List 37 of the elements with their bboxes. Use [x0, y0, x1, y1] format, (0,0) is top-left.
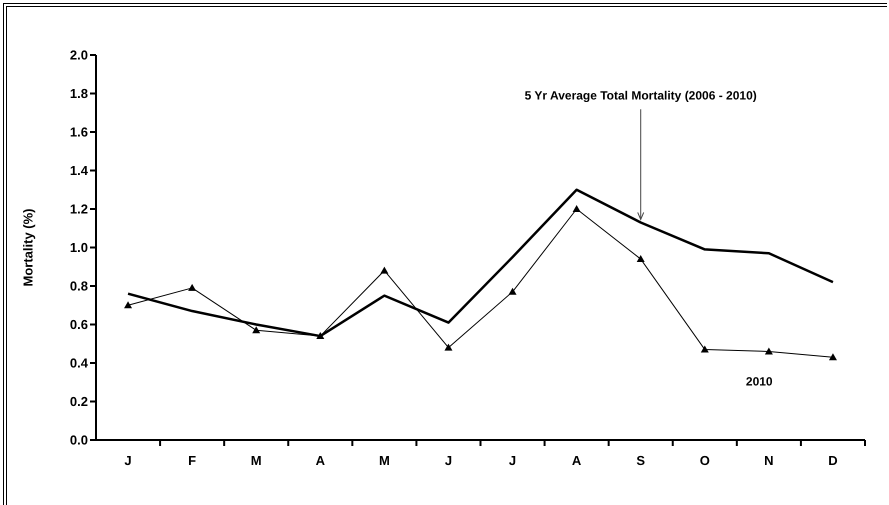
- x-tick-label: S: [636, 453, 646, 468]
- x-tick-label: M: [378, 453, 390, 468]
- point: [508, 288, 517, 295]
- point: [636, 255, 645, 262]
- x-tick-label: M: [250, 453, 262, 468]
- text: 5 Yr Average Total Mortality (2006 - 2010): [524, 88, 757, 102]
- x-tick-label: J: [444, 453, 452, 468]
- y-tick-label: 2.0: [70, 48, 88, 63]
- point: [572, 205, 581, 212]
- y-tick-label: 0.2: [70, 394, 88, 410]
- point: [252, 326, 260, 334]
- x-tick-label: N: [764, 453, 774, 468]
- y-tick-label: 0.4: [70, 356, 89, 371]
- point: [700, 346, 709, 353]
- x-tick-label: A: [572, 453, 582, 468]
- y-tick-label: 0.6: [70, 317, 88, 332]
- point: [188, 284, 196, 291]
- x-tick-label: J: [508, 453, 516, 468]
- point: [444, 344, 452, 351]
- x-tick-label: J: [124, 453, 132, 468]
- point: [124, 301, 132, 308]
- point: [828, 353, 837, 360]
- y-axis-title: Mortality (%): [20, 208, 36, 286]
- y-tick-label: 0.8: [70, 278, 88, 294]
- y-tick-label: 1.0: [70, 240, 88, 256]
- x-tick-label: O: [700, 453, 710, 468]
- x-tick-label: D: [828, 453, 838, 468]
- point: [380, 266, 388, 274]
- series-label: 2010: [746, 374, 773, 388]
- x-tick-label: A: [316, 453, 326, 468]
- y-tick-label: 1.8: [70, 86, 88, 102]
- point: [764, 347, 773, 354]
- x-tick-label: F: [188, 453, 196, 468]
- y-tick-label: 1.6: [70, 124, 88, 140]
- y-tick-label: 1.2: [70, 202, 88, 217]
- y-tick-label: 0.0: [70, 432, 88, 448]
- y-tick-label: 1.4: [70, 163, 89, 178]
